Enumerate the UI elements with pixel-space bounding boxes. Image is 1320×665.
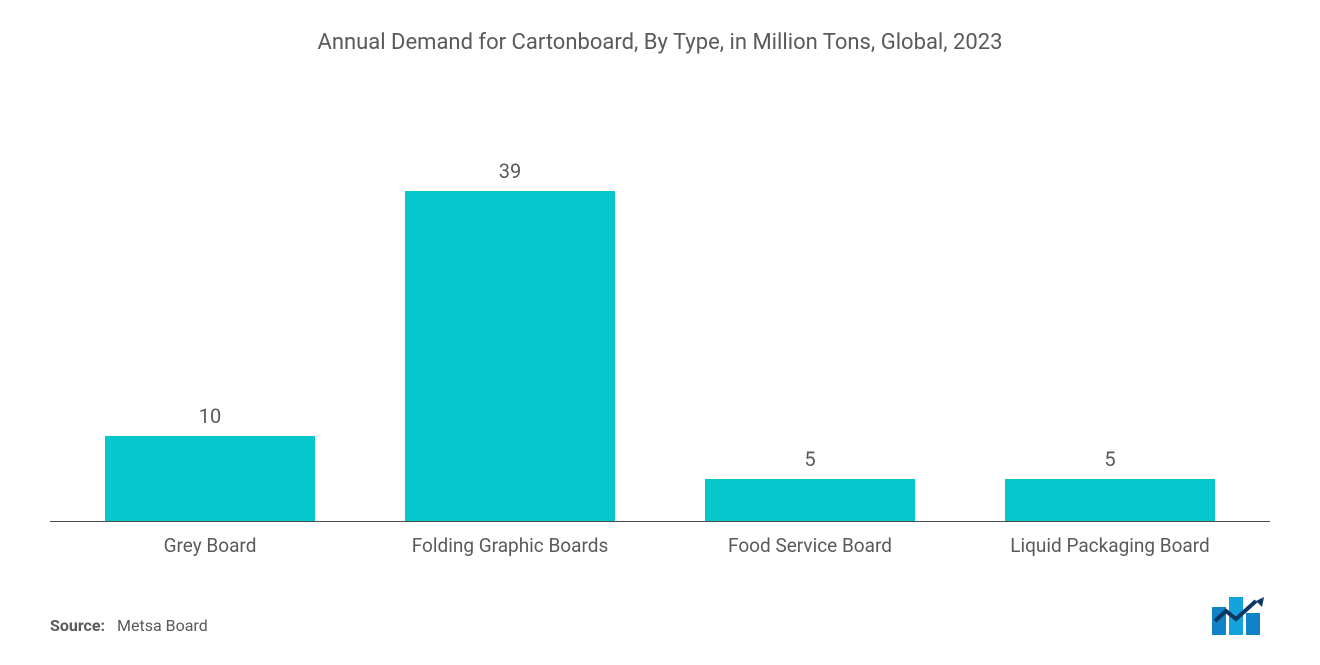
bar (1005, 479, 1215, 521)
bar (105, 436, 315, 521)
bar (405, 191, 615, 521)
bar-value: 39 (499, 159, 521, 183)
bar-value: 10 (199, 404, 221, 428)
brand-logo-icon (1212, 597, 1270, 635)
chart-title: Annual Demand for Cartonboard, By Type, … (50, 30, 1270, 55)
source-citation: Source: Metsa Board (50, 616, 208, 635)
bar-group-grey-board: 10 (60, 85, 360, 521)
bar (705, 479, 915, 521)
source-text: Metsa Board (117, 616, 208, 635)
plot-area: 10 39 5 5 (50, 85, 1270, 522)
x-label: Grey Board (60, 534, 360, 557)
x-label: Food Service Board (660, 534, 960, 557)
chart-container: Annual Demand for Cartonboard, By Type, … (0, 0, 1320, 665)
bar-group-folding-graphic-boards: 39 (360, 85, 660, 521)
bar-value: 5 (804, 447, 815, 471)
x-label: Folding Graphic Boards (360, 534, 660, 557)
x-label: Liquid Packaging Board (960, 534, 1260, 557)
logo-arrowhead (1256, 597, 1264, 607)
x-axis-labels: Grey Board Folding Graphic Boards Food S… (50, 522, 1270, 557)
bar-value: 5 (1104, 447, 1115, 471)
chart-footer: Source: Metsa Board (50, 597, 1270, 645)
logo-bar-3 (1246, 613, 1260, 635)
bar-group-food-service-board: 5 (660, 85, 960, 521)
source-label: Source: (50, 616, 105, 635)
bar-group-liquid-packaging-board: 5 (960, 85, 1260, 521)
